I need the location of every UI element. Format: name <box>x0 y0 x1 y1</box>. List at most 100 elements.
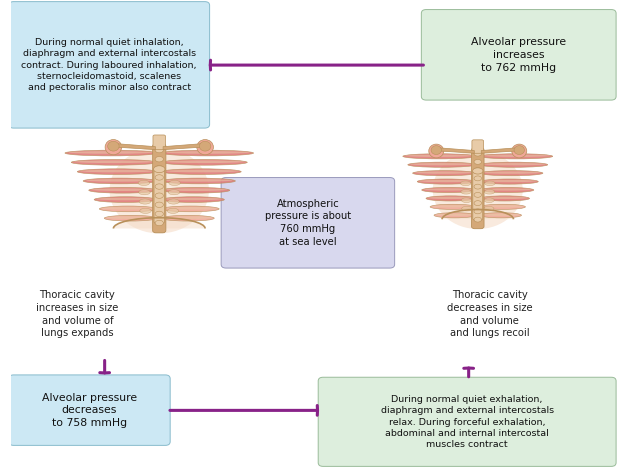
Ellipse shape <box>480 154 552 159</box>
Ellipse shape <box>162 169 241 175</box>
Ellipse shape <box>480 179 538 184</box>
Ellipse shape <box>474 209 481 214</box>
Ellipse shape <box>164 216 212 219</box>
Ellipse shape <box>480 187 534 192</box>
Ellipse shape <box>162 150 253 156</box>
Ellipse shape <box>164 189 227 191</box>
Ellipse shape <box>428 197 473 199</box>
Ellipse shape <box>480 196 530 201</box>
Ellipse shape <box>483 180 536 182</box>
Ellipse shape <box>140 208 151 213</box>
Text: During normal quiet exhalation,
diaphragm and external intercostals
relax. Durin: During normal quiet exhalation, diaphrag… <box>381 395 554 449</box>
Polygon shape <box>163 143 205 150</box>
Ellipse shape <box>155 202 163 207</box>
Ellipse shape <box>482 197 528 199</box>
Ellipse shape <box>139 199 151 204</box>
Ellipse shape <box>480 212 522 218</box>
Ellipse shape <box>514 146 525 154</box>
Ellipse shape <box>415 171 473 174</box>
Ellipse shape <box>104 215 157 221</box>
Ellipse shape <box>155 166 163 171</box>
Ellipse shape <box>420 180 473 182</box>
Ellipse shape <box>200 141 211 151</box>
Ellipse shape <box>480 162 548 167</box>
Ellipse shape <box>474 217 481 222</box>
Ellipse shape <box>474 151 481 156</box>
Ellipse shape <box>474 160 481 164</box>
Ellipse shape <box>485 181 495 186</box>
Ellipse shape <box>436 213 474 216</box>
Polygon shape <box>436 147 474 153</box>
Ellipse shape <box>462 206 472 211</box>
Ellipse shape <box>155 147 163 153</box>
Ellipse shape <box>91 189 154 191</box>
Ellipse shape <box>480 170 543 176</box>
Ellipse shape <box>155 175 163 180</box>
Ellipse shape <box>512 144 527 158</box>
Ellipse shape <box>166 151 250 154</box>
Ellipse shape <box>162 197 224 203</box>
Text: Alveolar pressure
decreases
to 758 mmHg: Alveolar pressure decreases to 758 mmHg <box>42 393 137 428</box>
Text: Thoracic cavity
increases in size
and volume of
lungs expands: Thoracic cavity increases in size and vo… <box>36 290 119 338</box>
Ellipse shape <box>474 192 481 197</box>
Ellipse shape <box>77 169 157 175</box>
Ellipse shape <box>162 178 235 184</box>
Ellipse shape <box>164 207 217 210</box>
Ellipse shape <box>96 198 154 200</box>
Polygon shape <box>113 218 205 228</box>
Ellipse shape <box>408 162 475 167</box>
Ellipse shape <box>426 196 475 201</box>
Ellipse shape <box>483 163 545 165</box>
Ellipse shape <box>473 168 483 174</box>
FancyBboxPatch shape <box>472 148 484 229</box>
Ellipse shape <box>480 204 525 209</box>
Ellipse shape <box>431 146 441 154</box>
Ellipse shape <box>105 139 122 155</box>
Ellipse shape <box>83 178 157 184</box>
FancyBboxPatch shape <box>221 177 395 268</box>
Ellipse shape <box>430 204 475 209</box>
Ellipse shape <box>403 154 475 159</box>
Ellipse shape <box>482 205 523 207</box>
Ellipse shape <box>474 201 481 205</box>
Ellipse shape <box>474 184 481 189</box>
Ellipse shape <box>474 168 481 173</box>
FancyBboxPatch shape <box>9 375 170 446</box>
Text: Alveolar pressure
increases
to 762 mmHg: Alveolar pressure increases to 762 mmHg <box>472 37 567 73</box>
Ellipse shape <box>433 151 523 229</box>
Ellipse shape <box>167 208 179 213</box>
Ellipse shape <box>162 206 219 212</box>
Polygon shape <box>113 143 156 150</box>
Ellipse shape <box>432 205 473 207</box>
Ellipse shape <box>86 179 154 182</box>
Ellipse shape <box>481 213 520 216</box>
Ellipse shape <box>406 154 473 157</box>
Ellipse shape <box>155 220 163 226</box>
Text: Thoracic cavity
decreases in size
and volume
and lungs recoil: Thoracic cavity decreases in size and vo… <box>447 290 533 338</box>
Ellipse shape <box>138 190 150 195</box>
FancyBboxPatch shape <box>473 170 483 220</box>
Text: During normal quiet inhalation,
diaphragm and external intercostals
contract. Du: During normal quiet inhalation, diaphrag… <box>22 38 197 93</box>
Ellipse shape <box>138 180 150 185</box>
Ellipse shape <box>461 198 472 203</box>
Ellipse shape <box>460 181 471 186</box>
Ellipse shape <box>461 190 472 194</box>
Ellipse shape <box>162 188 230 193</box>
Ellipse shape <box>165 170 238 172</box>
Ellipse shape <box>482 188 531 190</box>
Ellipse shape <box>155 211 163 217</box>
Ellipse shape <box>164 198 222 200</box>
Ellipse shape <box>162 215 214 221</box>
Ellipse shape <box>153 166 165 173</box>
Ellipse shape <box>413 170 475 176</box>
Ellipse shape <box>168 190 180 195</box>
Ellipse shape <box>424 188 473 190</box>
FancyBboxPatch shape <box>154 169 164 224</box>
Ellipse shape <box>410 163 473 165</box>
Ellipse shape <box>106 216 154 219</box>
Ellipse shape <box>155 184 163 189</box>
Ellipse shape <box>434 212 475 218</box>
Ellipse shape <box>484 198 494 203</box>
Ellipse shape <box>71 160 157 165</box>
FancyBboxPatch shape <box>318 377 616 467</box>
